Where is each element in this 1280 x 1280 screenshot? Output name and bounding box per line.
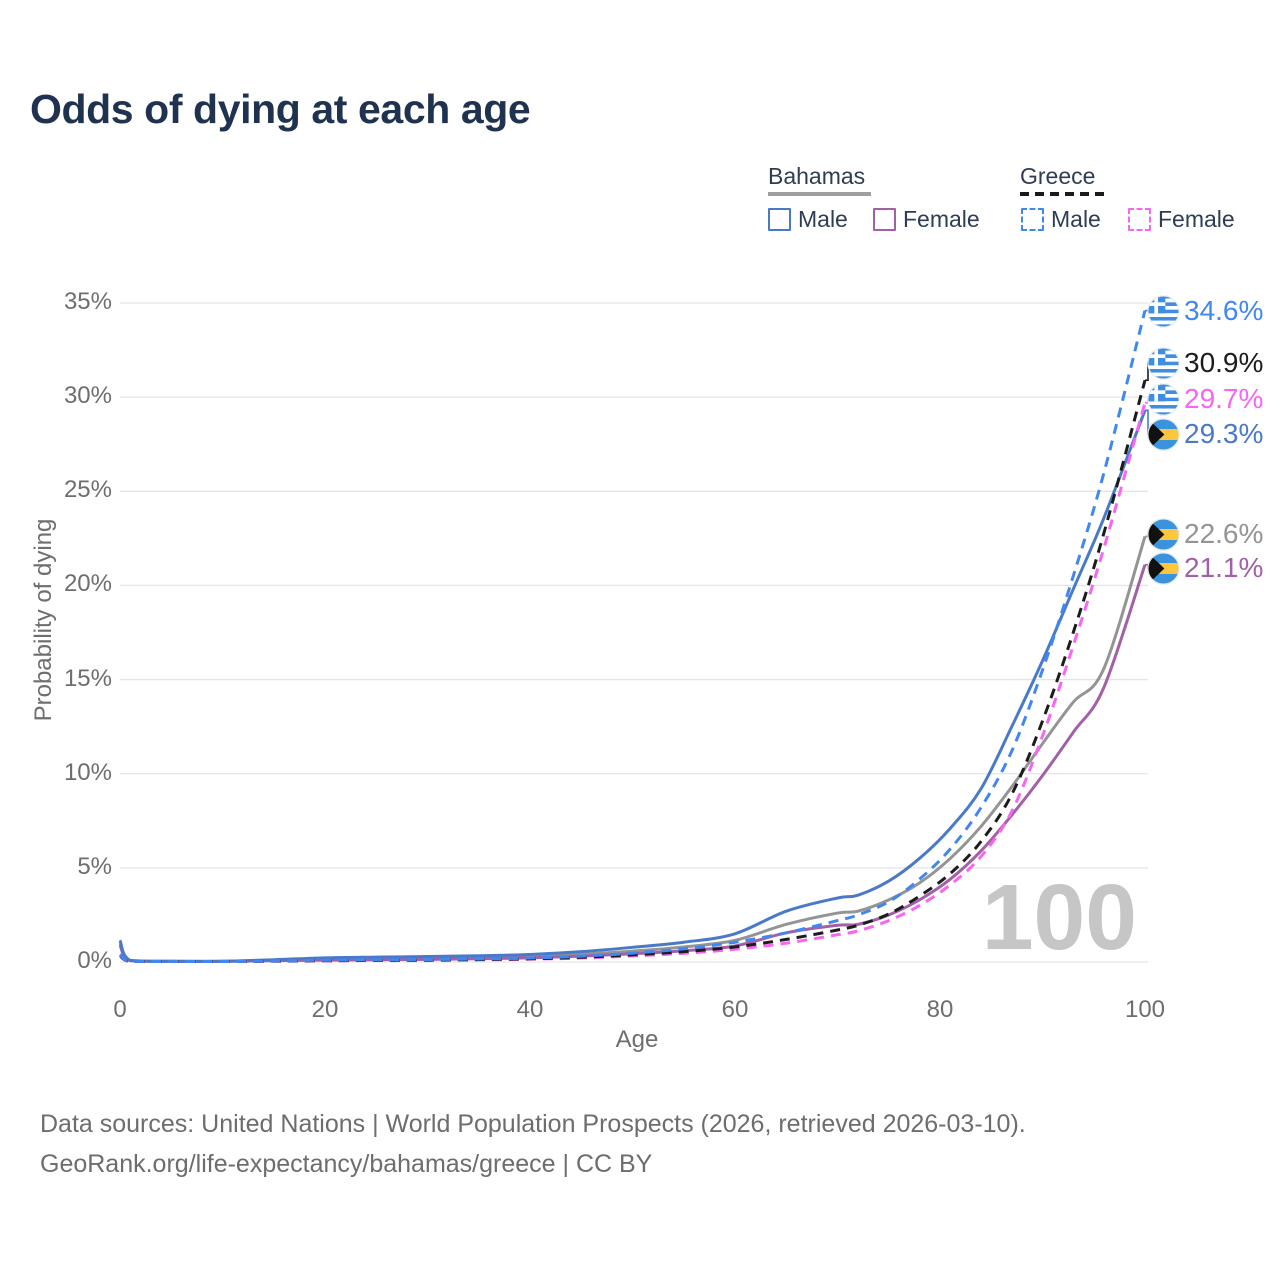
y-tick-30%: 30% bbox=[63, 382, 112, 410]
legend-label-greece-male[interactable]: Male bbox=[1051, 206, 1101, 232]
x-tick-0: 0 bbox=[113, 996, 127, 1023]
legend-swatch-bahamas-female[interactable] bbox=[873, 208, 896, 231]
end-label-greece_female: 29.7% bbox=[1184, 383, 1264, 414]
y-tick-35%: 35% bbox=[63, 288, 112, 316]
y-tick-20%: 20% bbox=[63, 570, 112, 598]
y-tick-0%: 0% bbox=[77, 947, 112, 974]
end-label-greece_total: 30.9% bbox=[1184, 347, 1264, 378]
y-tick-10%: 10% bbox=[63, 758, 112, 786]
x-tick-100: 100 bbox=[1124, 996, 1166, 1023]
legend-underline-bahamas-solid bbox=[768, 192, 871, 196]
series-line-greece_male[interactable] bbox=[118, 310, 1147, 963]
plot-area: 100 bbox=[118, 302, 1151, 969]
legend-group-greece: Greece bbox=[1020, 163, 1096, 189]
end-label-greece_male: 34.6% bbox=[1184, 295, 1264, 326]
end-label-bahamas_male: 29.3% bbox=[1184, 418, 1264, 449]
flag-icon-bahamas bbox=[1147, 417, 1180, 451]
y-tick-25%: 25% bbox=[63, 476, 112, 504]
flag-icon-bahamas bbox=[1147, 551, 1180, 585]
end-label-bahamas_total: 22.6% bbox=[1184, 518, 1264, 549]
flag-icon-greece bbox=[1147, 346, 1180, 380]
footer-attribution-link: GeoRank.org/life-expectancy/bahamas/gree… bbox=[40, 1150, 653, 1178]
legend-label-bahamas-female[interactable]: Female bbox=[903, 206, 980, 232]
footer-data-sources: Data sources: United Nations | World Pop… bbox=[40, 1110, 1026, 1138]
legend-label-greece-female[interactable]: Female bbox=[1158, 206, 1235, 232]
x-tick-20: 20 bbox=[311, 996, 339, 1023]
x-axis-title: Age bbox=[615, 1026, 659, 1053]
age-watermark: 100 bbox=[982, 865, 1137, 969]
legend-underline-greece-dashed bbox=[1020, 192, 1104, 196]
legend-label-bahamas-male[interactable]: Male bbox=[798, 206, 848, 232]
y-tick-15%: 15% bbox=[63, 664, 112, 692]
flag-icon-bahamas bbox=[1147, 517, 1180, 551]
end-label-bahamas_female: 21.1% bbox=[1184, 552, 1264, 583]
legend-group-bahamas: Bahamas bbox=[768, 163, 866, 189]
y-tick-5%: 5% bbox=[77, 852, 112, 880]
flag-icon-greece bbox=[1147, 294, 1180, 328]
x-tick-40: 40 bbox=[516, 996, 544, 1023]
legend-swatch-bahamas-male[interactable] bbox=[768, 208, 791, 231]
x-tick-80: 80 bbox=[926, 996, 954, 1023]
series-line-bahamas_male[interactable] bbox=[118, 409, 1147, 963]
x-tick-60: 60 bbox=[721, 996, 749, 1023]
legend-swatch-greece-male[interactable] bbox=[1021, 208, 1044, 231]
flag-icon-greece bbox=[1147, 382, 1180, 416]
legend-swatch-greece-female[interactable] bbox=[1128, 208, 1151, 231]
page-title: Odds of dying at each age bbox=[30, 86, 531, 132]
